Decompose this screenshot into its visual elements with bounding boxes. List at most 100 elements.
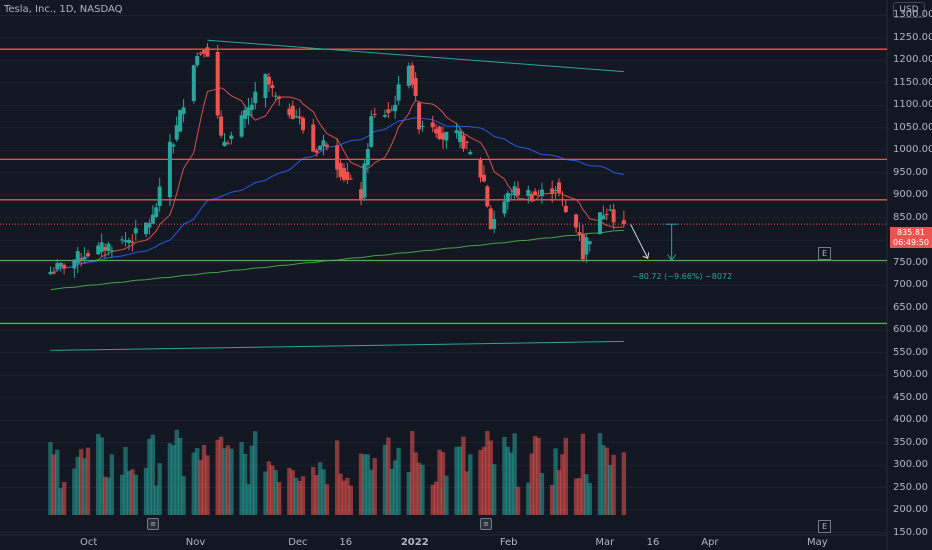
currency-button[interactable]: USD bbox=[893, 2, 925, 18]
volume-bar bbox=[437, 449, 442, 515]
price-axis-label: 150.00 bbox=[893, 526, 928, 538]
price-axis-label: 250.00 bbox=[893, 481, 928, 493]
candle-body bbox=[338, 162, 343, 177]
candle-body bbox=[553, 189, 558, 191]
volume-bar bbox=[526, 482, 531, 515]
volume-bar bbox=[577, 478, 582, 515]
candle-body bbox=[154, 207, 159, 217]
candle-body bbox=[205, 47, 210, 57]
volume-bar bbox=[102, 476, 108, 515]
volume-bar bbox=[532, 436, 538, 515]
candle-body bbox=[106, 243, 111, 251]
candle-body bbox=[550, 188, 555, 194]
candle-body bbox=[529, 194, 534, 200]
candle-body bbox=[215, 51, 220, 116]
volume-bar bbox=[174, 429, 179, 515]
candle-body bbox=[301, 118, 306, 131]
volume-bar bbox=[604, 447, 609, 515]
volume-bar bbox=[253, 431, 258, 515]
candle-body bbox=[202, 50, 207, 54]
volume-bar bbox=[82, 458, 87, 515]
candle-body bbox=[430, 122, 435, 128]
volume-bar bbox=[58, 488, 63, 515]
volume-bar bbox=[587, 482, 592, 515]
candle-body bbox=[321, 140, 326, 147]
candle-body bbox=[509, 194, 514, 196]
candle-body bbox=[536, 195, 541, 197]
volume-bar bbox=[195, 447, 200, 515]
candle-body bbox=[243, 109, 248, 119]
volume-bar bbox=[276, 481, 282, 515]
candle-body bbox=[181, 107, 186, 114]
trendline bbox=[50, 340, 624, 351]
volume-bar bbox=[433, 481, 439, 515]
candle-body bbox=[389, 109, 394, 111]
event-badge[interactable]: E bbox=[818, 520, 831, 533]
candle-body bbox=[79, 258, 84, 260]
volume-bar bbox=[246, 484, 251, 515]
candle-body bbox=[198, 52, 203, 55]
candle-body bbox=[458, 131, 463, 143]
candle-body bbox=[512, 186, 517, 196]
dividend-icon[interactable]: ≡ bbox=[480, 518, 492, 530]
time-axis-label: Feb bbox=[499, 537, 518, 548]
candle-body bbox=[222, 141, 227, 146]
volume-bar bbox=[109, 454, 115, 515]
volume-bar bbox=[509, 452, 514, 515]
candle-body bbox=[277, 96, 282, 99]
candle-body bbox=[577, 232, 582, 235]
volume-bar bbox=[106, 477, 111, 515]
candle-body bbox=[597, 212, 602, 235]
price-axis-label: 300.00 bbox=[893, 459, 928, 471]
candle-body bbox=[444, 131, 449, 141]
volume-bar bbox=[126, 470, 132, 515]
candle-body bbox=[263, 73, 268, 98]
candle-body bbox=[584, 237, 589, 255]
volume-bar bbox=[560, 454, 565, 515]
volume-bar bbox=[573, 478, 579, 515]
candle-body bbox=[372, 113, 377, 115]
volume-bar bbox=[218, 436, 224, 515]
time-axis-label: Nov bbox=[185, 537, 206, 548]
volume-bar bbox=[345, 477, 350, 515]
volume-bar bbox=[413, 452, 418, 515]
earnings-badge[interactable]: E bbox=[818, 247, 831, 260]
price-axis-label: 950.00 bbox=[893, 166, 928, 178]
candle-body bbox=[294, 115, 299, 117]
volume-bar bbox=[365, 454, 371, 515]
volume-bar bbox=[485, 430, 490, 515]
volume-bar bbox=[457, 446, 463, 515]
volume-bar bbox=[362, 454, 367, 515]
volume-bar bbox=[478, 450, 483, 515]
volume-bar bbox=[580, 433, 586, 515]
volume-bar bbox=[297, 480, 302, 515]
volume-bar bbox=[311, 466, 316, 515]
price-axis-label: 1050.00 bbox=[893, 121, 932, 133]
volume-bar bbox=[481, 446, 487, 515]
price-axis-label: 1100.00 bbox=[893, 99, 932, 111]
dividend-icon[interactable]: ≡ bbox=[147, 518, 159, 530]
candle-body bbox=[287, 108, 292, 116]
volume-bar bbox=[406, 472, 412, 515]
candle-body bbox=[133, 228, 138, 234]
candle-body bbox=[239, 115, 244, 137]
volume-bar bbox=[464, 471, 470, 515]
time-axis-label: 16 bbox=[339, 537, 353, 548]
candle-body bbox=[314, 150, 319, 153]
volume-bar bbox=[229, 448, 234, 515]
volume-bar bbox=[324, 484, 330, 515]
volume-bar bbox=[133, 474, 138, 515]
candle-body bbox=[99, 242, 104, 253]
candle-body bbox=[437, 126, 442, 140]
volume-bar bbox=[553, 448, 558, 515]
volume-bar bbox=[157, 463, 162, 515]
candle-body bbox=[434, 128, 439, 134]
candle-body bbox=[365, 148, 370, 166]
candle-body bbox=[413, 78, 418, 96]
candle-body bbox=[345, 172, 350, 181]
volume-bar bbox=[416, 462, 422, 515]
volume-bar bbox=[392, 460, 398, 515]
volume-bar bbox=[563, 437, 569, 515]
candle-body bbox=[167, 141, 172, 198]
